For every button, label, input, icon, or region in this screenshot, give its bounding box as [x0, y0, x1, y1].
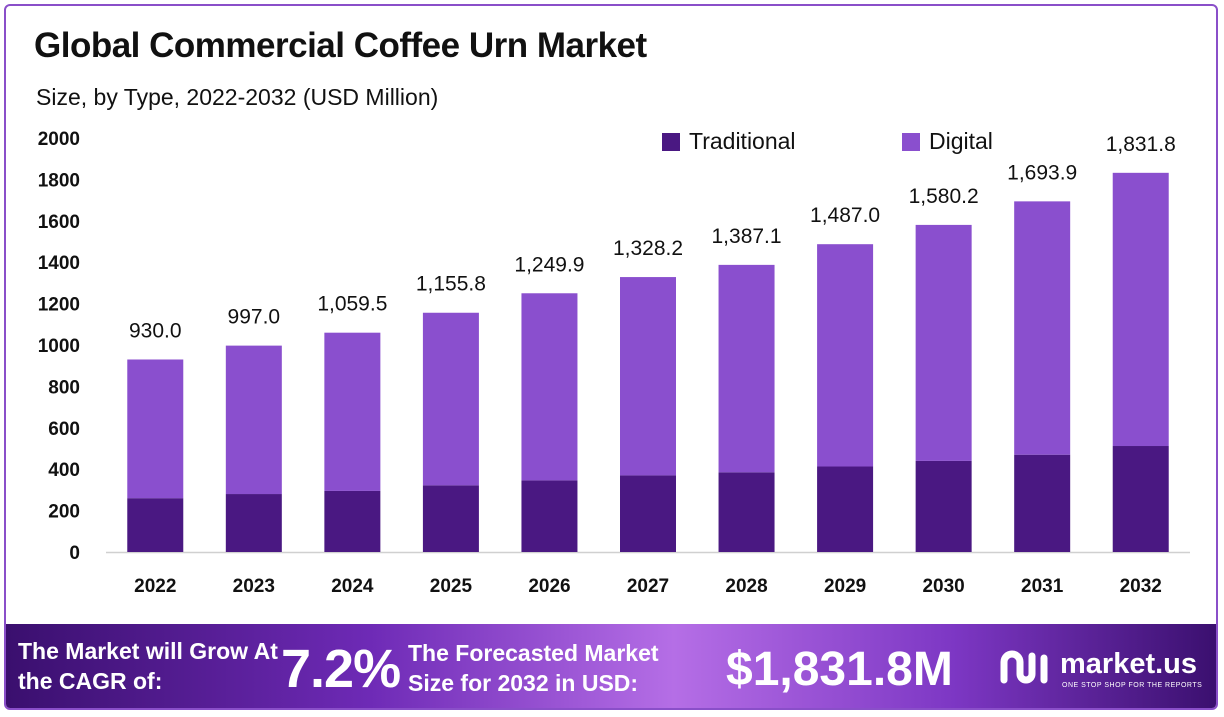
- bar-digital-2029: [817, 244, 874, 467]
- data-label-total: 930.0: [129, 319, 182, 342]
- data-label-total: 1,328.2: [613, 237, 683, 260]
- bar-traditional-2026: [521, 480, 578, 552]
- x-tick-label: 2022: [134, 576, 176, 597]
- y-tick-label: 1000: [38, 336, 80, 357]
- legend-label-digital: Digital: [929, 128, 993, 154]
- bar-traditional-2028: [718, 472, 775, 552]
- bar-traditional-2022: [127, 498, 184, 552]
- y-tick-label: 1200: [38, 295, 80, 316]
- chart-title: Global Commercial Coffee Urn Market: [34, 26, 647, 65]
- bar-digital-2028: [718, 264, 775, 473]
- bar-digital-2024: [324, 332, 381, 491]
- y-tick-label: 0: [69, 543, 80, 564]
- bar-traditional-2024: [324, 490, 381, 552]
- data-label-total: 1,059.5: [317, 293, 387, 316]
- y-tick-label: 800: [48, 377, 80, 398]
- brand-logo: market.us ONE STOP SHOP FOR THE REPORTS: [998, 648, 1216, 698]
- y-tick-label: 1600: [38, 212, 80, 233]
- bar-digital-2026: [521, 293, 578, 481]
- bar-digital-2027: [620, 277, 676, 476]
- bar-digital-2031: [1014, 201, 1071, 455]
- bar-traditional-2023: [225, 494, 282, 552]
- bar-digital-2023: [225, 345, 282, 495]
- forecast-value: $1,831.8M: [726, 643, 953, 696]
- bar-digital-2025: [422, 312, 479, 486]
- forecast-caption: The Forecasted Market Size for 2032 in U…: [408, 640, 659, 696]
- bar-digital-2032: [1112, 172, 1169, 447]
- data-label-total: 1,249.9: [514, 253, 584, 276]
- footer-banner: The Market will Grow At the CAGR of: 7.2…: [6, 624, 1216, 708]
- stacked-bar-chart: 0 200 400 600 800 1000 1200 1400 1600 1800 2000 930…: [38, 128, 1190, 597]
- x-tick-label: 2024: [331, 576, 374, 597]
- y-tick-label: 600: [48, 419, 80, 440]
- x-tick-label: 2023: [233, 576, 275, 597]
- cagr-value: 7.2%: [281, 639, 401, 699]
- data-label-total: 1,487.0: [810, 204, 880, 227]
- brand-name: market.us: [1060, 648, 1198, 680]
- x-tick-label: 2031: [1021, 576, 1064, 597]
- bar-digital-2022: [127, 359, 184, 499]
- market-us-logo-icon: [1000, 650, 1048, 684]
- bar-traditional-2030: [915, 460, 972, 552]
- data-label-total: 997.0: [228, 306, 281, 329]
- bar-digital-2030: [915, 224, 972, 461]
- bar-traditional-2025: [422, 485, 479, 552]
- bar-traditional-2032: [1112, 446, 1169, 552]
- y-tick-label: 200: [48, 502, 80, 523]
- x-tick-label: 2032: [1120, 576, 1162, 597]
- x-tick-label: 2030: [922, 576, 964, 597]
- y-tick-label: 2000: [38, 129, 80, 150]
- brand-tagline: ONE STOP SHOP FOR THE REPORTS: [1062, 682, 1203, 689]
- chart-subtitle: Size, by Type, 2022-2032 (USD Million): [36, 84, 439, 110]
- y-tick-label: 400: [48, 460, 80, 481]
- bar-traditional-2029: [817, 466, 874, 552]
- legend-swatch-traditional: [662, 133, 680, 151]
- bar-traditional-2031: [1014, 454, 1071, 552]
- x-tick-label: 2029: [824, 576, 866, 597]
- chart-frame: Global Commercial Coffee Urn Market Size…: [4, 4, 1218, 710]
- cagr-caption: The Market will Grow At the CAGR of:: [18, 638, 278, 694]
- legend-label-traditional: Traditional: [689, 128, 796, 154]
- x-tick-label: 2028: [725, 576, 767, 597]
- bar-traditional-2027: [620, 475, 676, 552]
- y-tick-label: 1400: [38, 253, 80, 274]
- data-label-total: 1,155.8: [416, 273, 486, 296]
- legend-swatch-digital: [902, 133, 920, 151]
- x-tick-label: 2027: [627, 576, 669, 597]
- data-label-total: 1,387.1: [712, 225, 782, 248]
- x-tick-label: 2025: [430, 576, 473, 597]
- data-label-total: 1,831.8: [1106, 133, 1176, 156]
- data-label-total: 1,580.2: [909, 185, 979, 208]
- x-tick-label: 2026: [528, 576, 570, 597]
- data-label-total: 1,693.9: [1007, 161, 1077, 184]
- y-tick-label: 1800: [38, 170, 80, 191]
